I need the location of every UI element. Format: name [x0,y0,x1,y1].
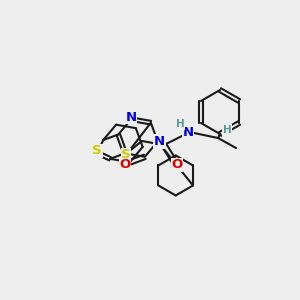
Text: N: N [182,127,194,140]
Text: H: H [223,125,231,135]
Text: N: N [154,135,165,148]
Text: O: O [171,158,183,172]
Text: H: H [176,119,184,129]
Text: S: S [121,148,131,161]
Text: O: O [119,158,130,171]
Text: N: N [126,111,137,124]
Text: S: S [92,144,102,157]
